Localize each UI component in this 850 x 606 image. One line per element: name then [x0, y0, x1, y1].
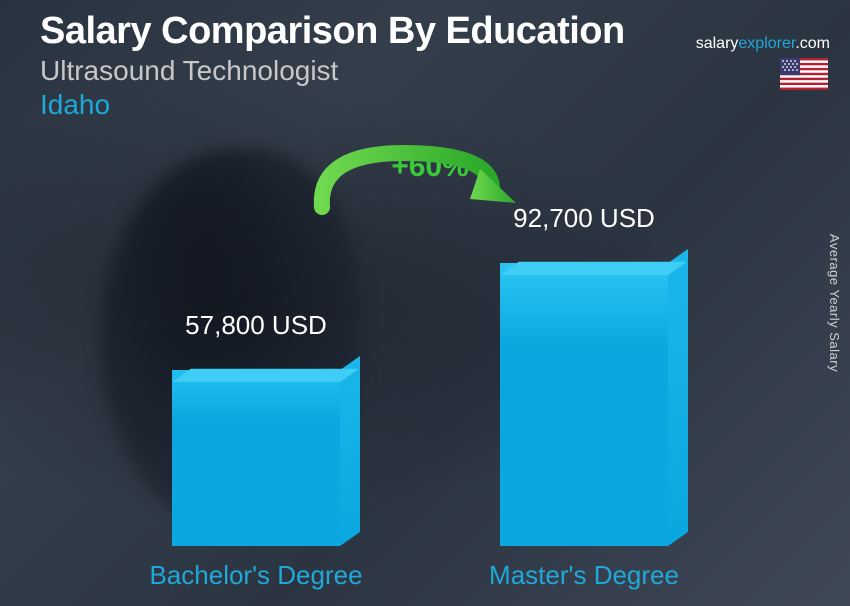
usa-flag-icon [780, 58, 828, 90]
region-label: Idaho [40, 89, 625, 121]
brand-part1: salary [696, 35, 739, 52]
bar-top-face [500, 262, 687, 275]
header: Salary Comparison By Education Ultrasoun… [40, 10, 625, 121]
increase-badge: +60% [370, 150, 490, 184]
bar-front-face [172, 370, 340, 546]
brand-part3: .com [795, 35, 830, 52]
bar: 92,700 USDMaster's Degree [500, 263, 668, 546]
bar-category-label: Master's Degree [366, 560, 803, 591]
bar-chart: 57,800 USDBachelor's Degree92,700 USDMas… [0, 156, 850, 606]
bar-value-label: 57,800 USD [88, 310, 424, 341]
page-subtitle: Ultrasound Technologist [40, 55, 625, 87]
brand-logo: salaryexplorer.com [696, 35, 830, 53]
bar-top-face [172, 369, 359, 382]
bar: 57,800 USDBachelor's Degree [172, 370, 340, 546]
bar-front-face [500, 263, 668, 546]
bar-side-face [668, 249, 688, 546]
bar-value-label: 92,700 USD [416, 203, 752, 234]
page-title: Salary Comparison By Education [40, 10, 625, 53]
brand-part2: explorer [738, 35, 795, 52]
bar-side-face [340, 356, 360, 546]
